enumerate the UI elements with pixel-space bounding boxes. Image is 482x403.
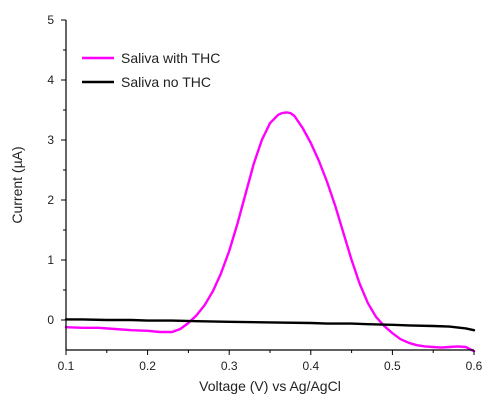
ticks: 0.1 0.2 0.3 0.4 0.5 0.6 0 1 2 3 4 5 bbox=[47, 13, 482, 373]
plot-area bbox=[64, 111, 476, 353]
y-tick-label: 5 bbox=[47, 13, 54, 27]
legend: Saliva with THC Saliva no THC bbox=[82, 50, 220, 90]
y-tick-label: 2 bbox=[47, 193, 54, 207]
series-line-1 bbox=[64, 111, 476, 353]
y-axis-title: Current (µA) bbox=[9, 146, 25, 223]
x-tick-label: 0.1 bbox=[58, 359, 75, 373]
legend-label: Saliva with THC bbox=[121, 50, 220, 66]
x-axis-title: Voltage (V) vs Ag/AgCl bbox=[199, 378, 341, 394]
y-tick-label: 1 bbox=[47, 253, 54, 267]
x-tick-label: 0.6 bbox=[466, 359, 482, 373]
x-tick-label: 0.3 bbox=[221, 359, 238, 373]
y-tick-label: 3 bbox=[47, 133, 54, 147]
axes bbox=[65, 20, 474, 351]
x-tick-label: 0.4 bbox=[302, 359, 319, 373]
legend-label: Saliva no THC bbox=[121, 74, 211, 90]
y-tick-label: 0 bbox=[47, 313, 54, 327]
series-line-2 bbox=[64, 318, 476, 332]
y-tick-label: 4 bbox=[47, 73, 54, 87]
x-tick-label: 0.2 bbox=[139, 359, 156, 373]
x-tick-label: 0.5 bbox=[384, 359, 401, 373]
